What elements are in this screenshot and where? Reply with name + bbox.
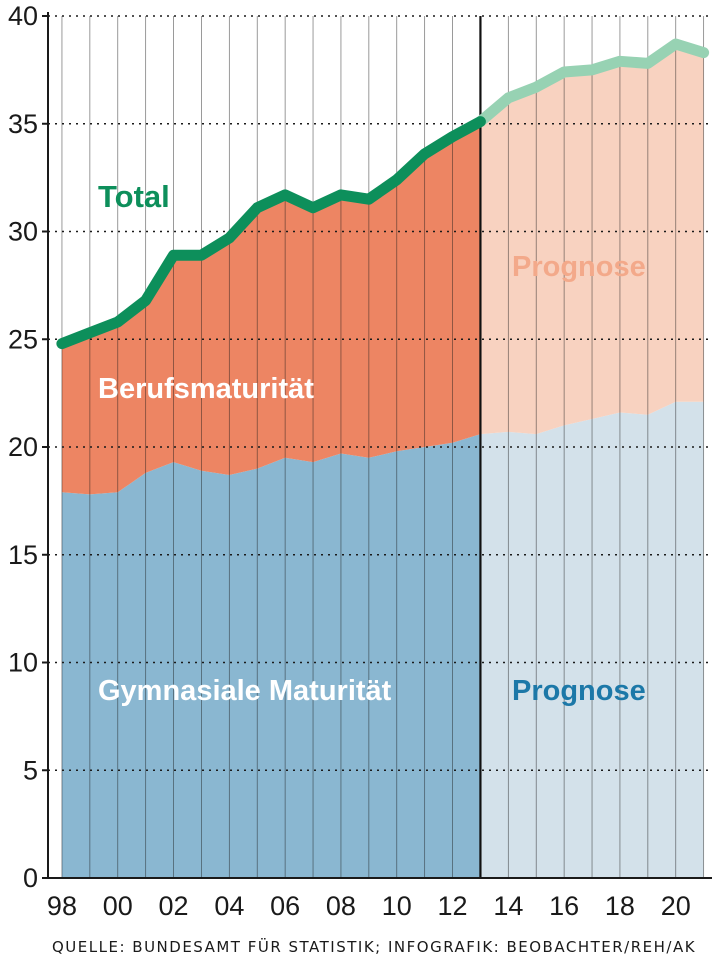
- gymnasiale-area: [61, 434, 481, 878]
- y-tick-label: 20: [8, 432, 38, 462]
- berufsmaturitaet-label: Berufsmaturität: [98, 373, 314, 405]
- gymnasiale-maturitaet-label: Gymnasiale Maturität: [98, 675, 392, 707]
- x-tick-label: 10: [382, 891, 412, 921]
- total-forecast-line: [474, 38, 710, 128]
- x-tick-label: 04: [214, 891, 244, 921]
- x-tick-label: 08: [326, 891, 356, 921]
- total-label: Total: [98, 179, 170, 214]
- chart-labels: Total Berufsmaturität Gymnasiale Maturit…: [98, 179, 646, 707]
- total-line: [56, 38, 710, 350]
- prognose-bottom-label: Prognose: [512, 675, 646, 707]
- y-tick-label: 40: [8, 1, 38, 31]
- berufsmaturitaet-area: [61, 121, 481, 495]
- y-tick-label: 0: [23, 863, 38, 893]
- y-tick-label: 10: [8, 648, 38, 678]
- chart-areas: [61, 44, 704, 878]
- x-tick-label: 06: [270, 891, 300, 921]
- x-tick-label: 98: [47, 891, 77, 921]
- chart-axes: 0 5 10 15 20 25 30 35 40 98 00 02 04 06 08 10 12 14 16 18 20: [8, 1, 712, 921]
- y-tick-label: 30: [8, 217, 38, 247]
- y-tick-label: 35: [8, 109, 38, 139]
- y-tick-label: 15: [8, 540, 38, 570]
- x-tick-label: 20: [661, 891, 691, 921]
- prognose-top-label: Prognose: [512, 251, 646, 283]
- source-note: QUELLE: BUNDESAMT FÜR STATISTIK; INFOGRA…: [52, 938, 697, 956]
- x-tick-label: 12: [438, 891, 468, 921]
- x-tick-label: 02: [159, 891, 189, 921]
- chart-grid: [48, 15, 712, 878]
- y-tick-label: 25: [8, 324, 38, 354]
- x-tick-label: 00: [103, 891, 133, 921]
- x-tick-label: 14: [493, 891, 523, 921]
- x-tick-label: 18: [605, 891, 635, 921]
- x-tick-label: 16: [549, 891, 579, 921]
- y-tick-label: 5: [23, 755, 38, 785]
- total-line-historical: [56, 116, 486, 350]
